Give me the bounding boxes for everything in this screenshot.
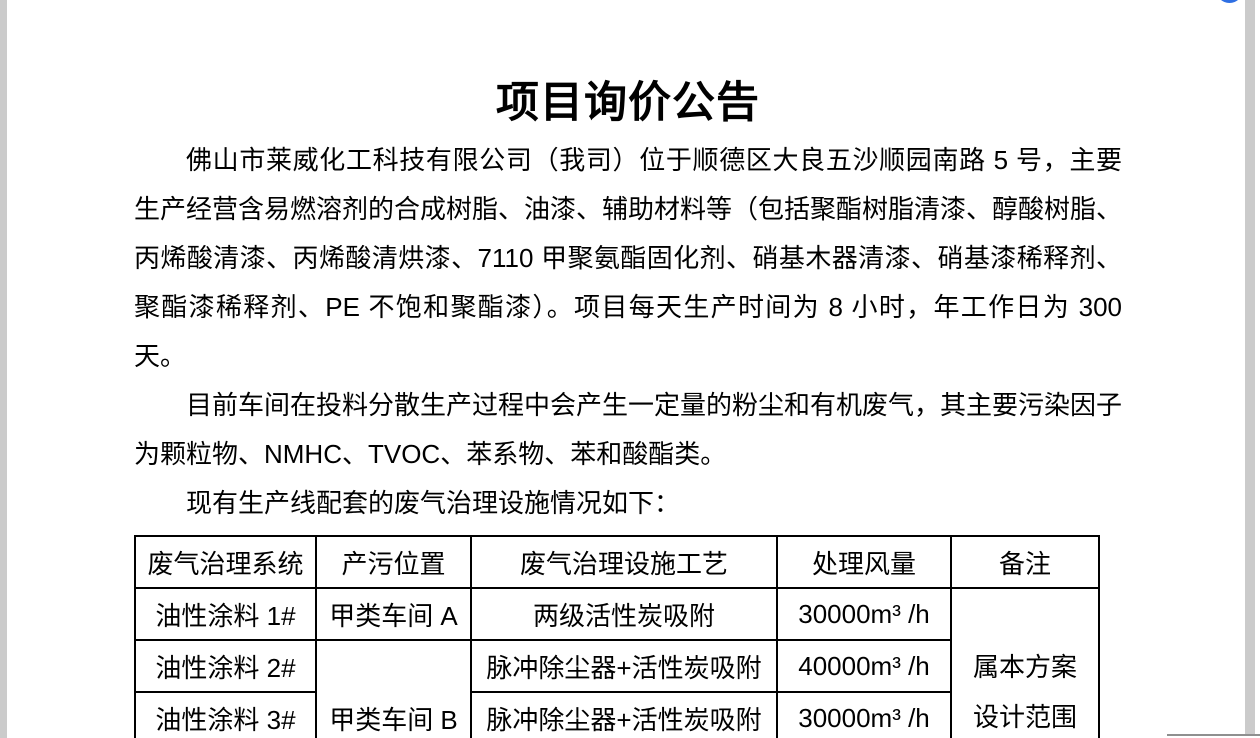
table-row: 油性涂料 2# 甲类车间 B 脉冲除尘器+活性炭吸附 40000m³ /h: [134, 639, 1099, 738]
header-cell-process: 废气治理设施工艺: [470, 535, 778, 589]
table-cell-process: 脉冲除尘器+活性炭吸附: [470, 639, 778, 693]
table-cell-process: 脉冲除尘器+活性炭吸附: [470, 691, 778, 738]
header-cell-system: 废气治理系统: [134, 535, 317, 589]
table-cell-airflow: 30000m³ /h: [776, 587, 952, 641]
document-page: 项目询价公告 佛山市莱威化工科技有限公司（我司）位于顺德区大良五沙顺园南路 5 …: [134, 0, 1122, 738]
right-gutter: [1245, 0, 1255, 735]
panel-bottom-border: [1167, 734, 1260, 736]
paragraph-company-intro: 佛山市莱威化工科技有限公司（我司）位于顺德区大良五沙顺园南路 5 号，主要生产经…: [134, 145, 1123, 371]
remark-line: 属本方案: [972, 652, 1077, 682]
page-title: 项目询价公告: [496, 79, 760, 127]
table-header-row: 废气治理系统 产污位置 废气治理设施工艺 处理风量 备注: [134, 535, 1100, 589]
table-cell-airflow: 40000m³ /h: [776, 639, 952, 693]
paragraph-pollution-factors: 目前车间在投料分散生产过程中会产生一定量的粉尘和有机废气，其主要污染因子为颗粒物…: [134, 390, 1123, 469]
paragraph-table-lead-in: 现有生产线配套的废气治理设施情况如下：: [186, 488, 681, 518]
header-cell-location: 产污位置: [315, 535, 472, 589]
table-cell-system: 油性涂料 2#: [134, 639, 317, 693]
table-cell-location: 甲类车间 A: [315, 587, 472, 641]
table-cell-airflow: 30000m³ /h: [776, 691, 952, 738]
header-cell-remark: 备注: [950, 535, 1100, 589]
table-cell-remark-merged: 属本方案 设计范围: [950, 587, 1100, 738]
table-cell-system: 油性涂料 3#: [134, 691, 317, 738]
table-row: 油性涂料 3# 脉冲除尘器+活性炭吸附 30000m³ /h: [134, 691, 1099, 738]
table-cell-system: 油性涂料 1#: [134, 587, 317, 641]
waste-gas-treatment-table: 废气治理系统 产污位置 废气治理设施工艺 处理风量 备注 油性涂料 1# 甲类车…: [134, 535, 1100, 738]
header-cell-airflow: 处理风量: [776, 535, 952, 589]
table-row: 油性涂料 1# 甲类车间 A 两级活性炭吸附 30000m³ /h 属本方案 设…: [134, 587, 1100, 738]
left-gutter: [0, 0, 7, 738]
floating-action-button[interactable]: [1216, 0, 1243, 3]
table-cell-location-merged: 甲类车间 B: [315, 639, 472, 738]
remark-line: 设计范围: [972, 702, 1077, 732]
table-cell-process: 两级活性炭吸附: [470, 587, 778, 641]
